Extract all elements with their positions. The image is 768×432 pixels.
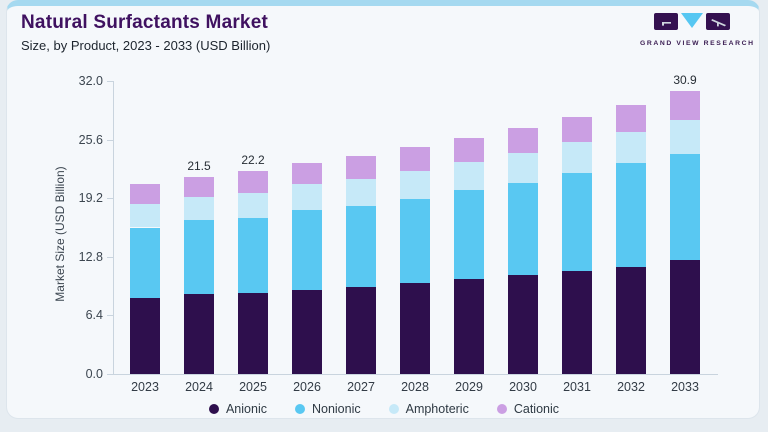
y-axis-title: Market Size (USD Billion) (53, 166, 67, 302)
bar-segment-cationic-2028 (400, 146, 430, 171)
x-tick-label: 2025 (239, 380, 267, 394)
bar-segment-nonionic-2026 (292, 210, 322, 290)
grand-view-research-logo: GRAND VIEW RESEARCH (640, 12, 755, 47)
logo-text: GRAND VIEW RESEARCH (640, 40, 755, 47)
bar-segment-nonionic-2033 (670, 154, 700, 261)
y-tick-mark (107, 374, 113, 375)
bar-segment-cationic-2026 (292, 163, 322, 185)
bar-segment-anionic-2030 (508, 275, 538, 374)
bar-segment-amphoteric-2031 (562, 142, 592, 174)
legend-label: Nonionic (311, 402, 361, 416)
bar-segment-nonionic-2024 (184, 220, 214, 295)
bar-segment-cationic-2031 (562, 116, 592, 143)
x-tick-label: 2028 (401, 380, 429, 394)
bar-segment-cationic-2030 (508, 127, 538, 154)
bar-segment-amphoteric-2029 (454, 161, 484, 190)
x-tick-label: 2032 (617, 380, 645, 394)
page-title: Natural Surfactants Market (21, 12, 268, 33)
bar-segment-cationic-2032 (616, 104, 646, 133)
bar-segment-nonionic-2029 (454, 189, 484, 279)
y-tick-label: 0.0 (85, 367, 103, 381)
y-tick-label: 25.6 (78, 132, 103, 147)
bar-segment-anionic-2025 (238, 292, 268, 374)
bar-segment-anionic-2031 (562, 271, 592, 374)
legend-label: Amphoteric (405, 402, 469, 416)
legend-item-nonionic: Nonionic (294, 402, 361, 416)
x-tick-label: 2026 (293, 380, 321, 394)
bar-segment-nonionic-2027 (346, 205, 376, 287)
bar-segment-cationic-2033 (670, 91, 700, 121)
bar-segment-anionic-2027 (346, 287, 376, 374)
bar-segment-amphoteric-2032 (616, 132, 646, 164)
bar-segment-anionic-2032 (616, 266, 646, 374)
bar-total-label: 30.9 (673, 73, 697, 88)
legend-dot-icon (294, 404, 305, 414)
bar-segment-cationic-2025 (238, 170, 268, 193)
bar-segment-nonionic-2030 (508, 182, 538, 276)
bar-segment-amphoteric-2028 (400, 170, 430, 200)
x-tick-label: 2029 (455, 380, 483, 394)
x-tick-label: 2033 (671, 380, 699, 394)
bar-segment-nonionic-2025 (238, 218, 268, 293)
x-tick-label: 2023 (131, 380, 159, 394)
gvr-logo-icon (654, 13, 730, 30)
y-tick-mark (107, 256, 113, 258)
x-axis-line (113, 374, 718, 375)
legend-dot-icon (496, 404, 507, 414)
y-tick-label: 12.8 (78, 249, 103, 264)
bar-segment-anionic-2026 (292, 289, 322, 374)
x-tick-label: 2030 (509, 380, 537, 394)
bar-segment-amphoteric-2026 (292, 184, 322, 211)
bar-segment-anionic-2024 (184, 294, 214, 374)
bar-segment-anionic-2029 (454, 278, 484, 374)
bar-segment-anionic-2033 (670, 260, 700, 374)
bar-segment-nonionic-2023 (130, 227, 160, 298)
legend-item-anionic: Anionic (208, 402, 267, 416)
y-tick-mark (107, 198, 113, 200)
legend-dot-icon (388, 404, 399, 414)
bar-segment-cationic-2029 (454, 137, 484, 162)
x-tick-label: 2027 (347, 380, 375, 394)
bar-segment-cationic-2023 (130, 184, 160, 204)
bar-total-label: 22.2 (241, 152, 265, 167)
bar-segment-amphoteric-2023 (130, 203, 160, 228)
chart-legend: Anionic Nonionic Amphoteric Cationic (0, 402, 768, 416)
x-tick-label: 2024 (185, 380, 213, 394)
legend-label: Cationic (513, 402, 560, 416)
bar-total-label: 21.5 (187, 159, 211, 174)
y-axis-line (113, 81, 114, 374)
bar-segment-anionic-2028 (400, 283, 430, 374)
bar-segment-cationic-2024 (184, 177, 214, 198)
bar-segment-nonionic-2032 (616, 163, 646, 267)
chart-header: Natural Surfactants Market Size, by Prod… (21, 12, 270, 53)
bar-segment-amphoteric-2025 (238, 192, 268, 219)
legend-item-cationic: Cationic (496, 402, 560, 416)
y-tick-label: 19.2 (78, 191, 103, 206)
y-tick-label: 6.4 (85, 308, 103, 323)
bar-segment-amphoteric-2024 (184, 197, 214, 221)
legend-label: Anionic (225, 402, 267, 416)
legend-item-amphoteric: Amphoteric (388, 402, 469, 416)
x-tick-label: 2031 (563, 380, 591, 394)
chart-subtitle: Size, by Product, 2023 - 2033 (USD Billi… (21, 38, 271, 53)
bar-segment-amphoteric-2030 (508, 153, 538, 183)
bar-segment-nonionic-2028 (400, 199, 430, 284)
bar-segment-amphoteric-2027 (346, 178, 376, 206)
y-tick-mark (107, 315, 113, 317)
bar-segment-nonionic-2031 (562, 173, 592, 272)
bar-segment-anionic-2023 (130, 298, 160, 374)
y-tick-mark (107, 139, 113, 141)
y-tick-label: 32.0 (78, 74, 103, 88)
y-tick-mark (107, 81, 113, 82)
bar-segment-amphoteric-2033 (670, 120, 700, 155)
bar-segment-cationic-2027 (346, 156, 376, 179)
legend-dot-icon (208, 404, 219, 414)
